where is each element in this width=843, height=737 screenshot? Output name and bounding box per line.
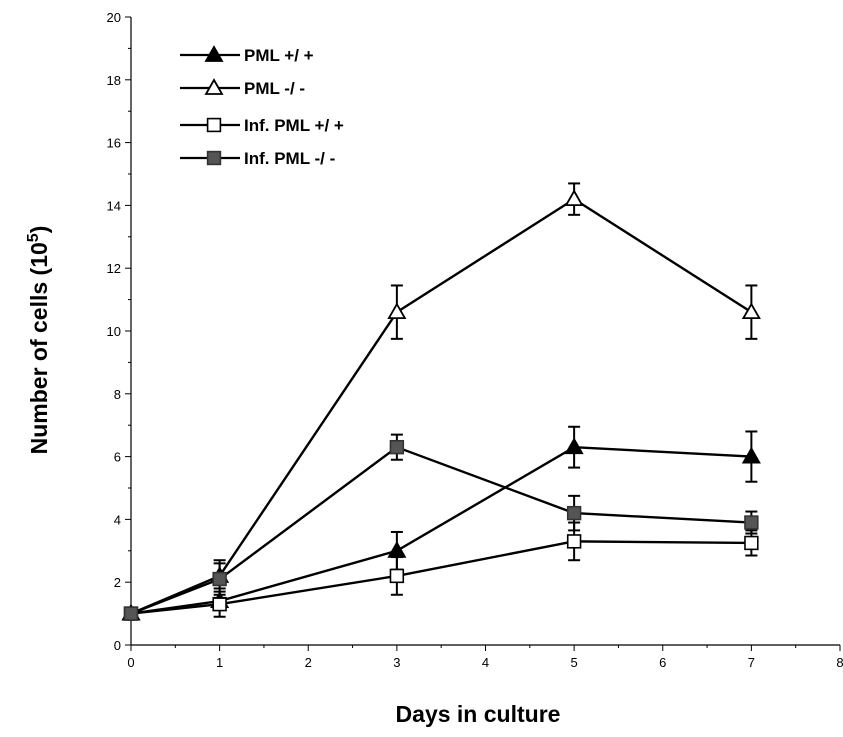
data-point [744, 515, 759, 530]
y-axis-title-superscript: 5 [25, 233, 42, 242]
legend-item-1: PML +/ + [180, 45, 314, 65]
legend-marker [204, 45, 224, 62]
x-tick-label: 6 [659, 655, 666, 670]
y-tick-label: 10 [107, 324, 121, 339]
x-tick-label: 4 [482, 655, 489, 670]
legend-item-2: PML -/ - [180, 78, 305, 98]
y-axis-title: Number of cells (105) [25, 226, 52, 455]
legend-label: PML -/ - [244, 79, 305, 98]
data-point [566, 534, 582, 549]
series-2 [121, 182, 761, 621]
data-point [212, 596, 227, 612]
data-point [212, 571, 227, 587]
series-layer [121, 182, 761, 621]
data-point [741, 302, 761, 320]
y-axis-title-close: ) [26, 226, 52, 234]
legend-marker [204, 78, 224, 95]
x-tick-label: 5 [571, 655, 578, 670]
legend-item-3: Inf. PML +/ + [180, 116, 344, 135]
x-tick-label: 2 [305, 655, 312, 670]
y-tick-label: 20 [107, 10, 121, 25]
data-point [389, 439, 405, 455]
y-tick-label: 18 [107, 73, 121, 88]
legend-label: Inf. PML +/ + [244, 116, 344, 135]
y-tick-label: 16 [107, 136, 121, 151]
series-4 [123, 433, 759, 621]
y-axis-title-main: Number of cells (10 [26, 242, 52, 454]
x-tick-label: 1 [216, 655, 223, 670]
legend: PML +/ + PML -/ - Inf. PML +/ + Inf. PML -/… [180, 45, 344, 168]
data-point [741, 446, 761, 464]
y-tick-label: 0 [114, 638, 121, 653]
y-tick-label: 6 [114, 450, 121, 465]
data-point [566, 505, 582, 521]
data-point [387, 302, 407, 320]
y-tick-label: 2 [114, 575, 121, 590]
x-axis-title: Days in culture [396, 701, 561, 727]
data-point [744, 535, 759, 551]
series-line [130, 197, 753, 615]
y-tick-label: 12 [107, 261, 121, 276]
x-tick-label: 8 [836, 655, 843, 670]
legend-marker [206, 150, 222, 166]
legend-label: Inf. PML -/ - [244, 149, 335, 168]
data-point [389, 568, 405, 584]
y-tick-label: 14 [107, 198, 121, 213]
x-tick-label: 0 [127, 655, 134, 670]
x-tick-label: 7 [748, 655, 755, 670]
y-tick-label: 4 [114, 512, 121, 527]
data-point [123, 606, 139, 621]
data-point [564, 437, 584, 455]
legend-label: PML +/ + [244, 46, 314, 65]
legend-marker [206, 117, 222, 133]
x-tick-label: 3 [393, 655, 400, 670]
y-tick-label: 8 [114, 387, 121, 402]
data-point [564, 189, 584, 207]
legend-item-4: Inf. PML -/ - [180, 149, 335, 168]
data-point [387, 540, 407, 558]
